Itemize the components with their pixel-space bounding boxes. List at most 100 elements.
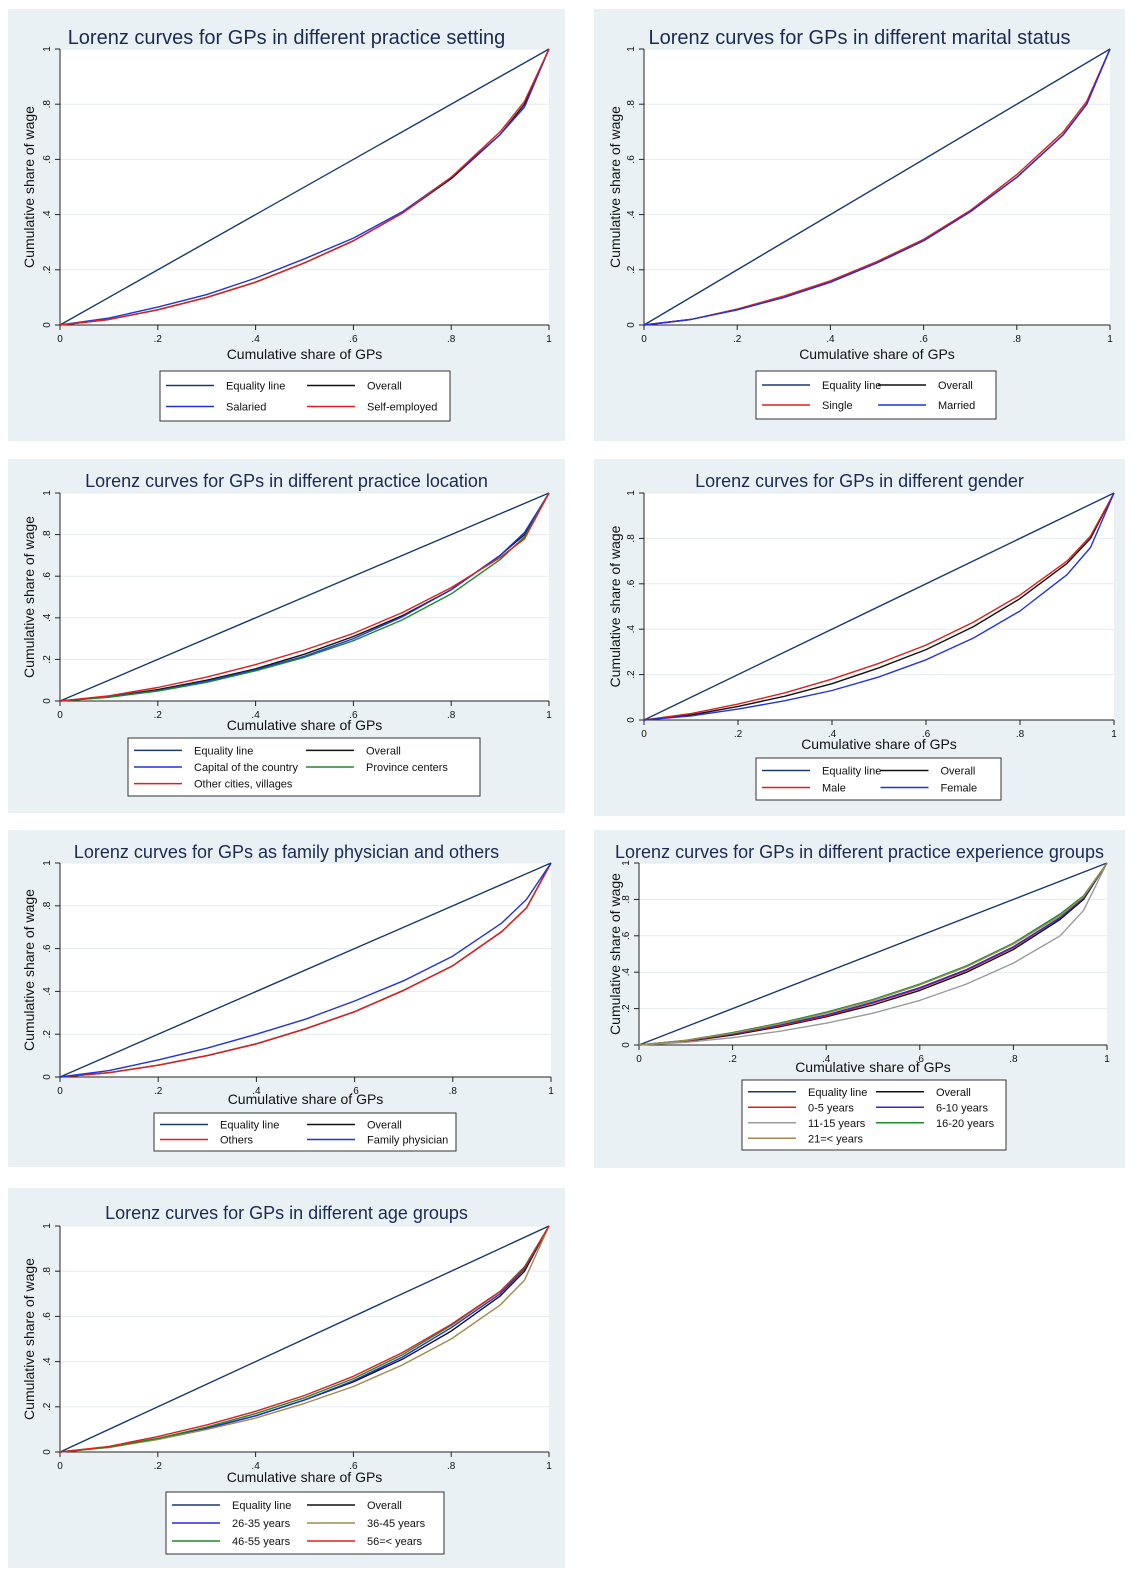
x-tick-label: 1 — [546, 334, 552, 345]
x-tick-label: .8 — [449, 1086, 458, 1097]
lorenz-chart: Lorenz curves for GPs in different age g… — [21, 1203, 552, 1555]
series-line-equality-line — [59, 862, 552, 1078]
legend-label-capital-of-the-country: Capital of the country — [194, 762, 298, 774]
legend-label-salaried: Salaried — [226, 402, 266, 414]
y-tick-label: 1 — [42, 490, 53, 496]
legend-label-equality-line: Equality line — [822, 766, 881, 778]
legend: Equality line Overall Others Family physici… — [153, 1112, 457, 1152]
legend-label-family-physician: Family physician — [367, 1135, 448, 1147]
legend-label-21-years: 21=< years — [808, 1133, 864, 1145]
x-tick-label: .6 — [349, 1461, 358, 1472]
legend-label-male: Male — [822, 783, 846, 795]
x-tick-label: .6 — [916, 1054, 925, 1065]
y-tick-label: .8 — [42, 100, 53, 109]
y-tick-label: .4 — [42, 1357, 53, 1366]
legend-label-0-5-years: 0-5 years — [808, 1102, 854, 1114]
series-line-female — [643, 492, 1115, 721]
series-line-36-45-years — [59, 1225, 550, 1453]
legend-label-11-15-years: 11-15 years — [808, 1118, 866, 1130]
chart-panel-practice-location: Lorenz curves for GPs in different pract… — [8, 459, 565, 813]
legend: Equality line Overall Male Female — [755, 757, 1002, 801]
y-tick-label: 0 — [626, 322, 637, 328]
y-tick-label: .6 — [42, 944, 53, 953]
chart-panel-practice-setting: Lorenz curves for GPs in different pract… — [8, 9, 565, 441]
x-axis-label: Cumulative share of GPs — [795, 1059, 951, 1075]
legend-label-female: Female — [941, 783, 978, 795]
x-axis-label: Cumulative share of GPs — [227, 1469, 383, 1485]
chart-title: Lorenz curves for GPs in different age g… — [105, 1203, 468, 1223]
legend: Equality line Overall Salaried Self-employe… — [159, 370, 451, 422]
y-tick-label: .8 — [621, 895, 632, 904]
legend-label-equality-line: Equality line — [232, 1500, 291, 1512]
x-tick-label: .8 — [447, 1461, 456, 1472]
x-axis-label: Cumulative share of GPs — [228, 1091, 384, 1107]
legend-label-self-employed: Self-employed — [367, 402, 437, 414]
legend-label-married: Married — [938, 400, 975, 412]
legend: Equality line Overall 26-35 years 36-45 yea… — [165, 1491, 445, 1555]
legend-box — [755, 370, 997, 420]
y-axis-label: Cumulative share of wage — [21, 516, 37, 678]
x-tick-label: .4 — [251, 710, 260, 721]
legend-box — [153, 1112, 457, 1152]
y-tick-label: 0 — [42, 1074, 53, 1080]
series-line-overall — [643, 492, 1115, 721]
x-tick-label: .4 — [826, 334, 835, 345]
x-tick-label: .2 — [728, 1054, 737, 1065]
chart-panel-marital-status: Lorenz curves for GPs in different marit… — [594, 9, 1125, 441]
x-tick-label: .2 — [154, 1461, 163, 1472]
series-line-other-cities-villages — [59, 492, 550, 702]
y-tick-label: 1 — [626, 46, 637, 52]
legend-box — [755, 757, 1002, 801]
x-tick-label: .2 — [734, 729, 743, 740]
y-tick-label: .4 — [626, 210, 637, 219]
y-tick-label: .8 — [42, 1267, 53, 1276]
lorenz-chart: Lorenz curves for GPs as family physicia… — [21, 842, 554, 1152]
y-tick-label: .2 — [626, 670, 637, 679]
y-tick-label: .6 — [626, 155, 637, 164]
series-line-equality-line — [59, 1225, 550, 1453]
legend-label-overall: Overall — [936, 1087, 971, 1099]
legend-box — [159, 370, 451, 422]
y-tick-label: .6 — [42, 155, 53, 164]
x-tick-label: .4 — [251, 334, 260, 345]
x-tick-label: .8 — [447, 334, 456, 345]
y-tick-label: .8 — [626, 100, 637, 109]
legend-label-overall: Overall — [367, 1120, 402, 1132]
legend-label-overall: Overall — [938, 380, 973, 392]
x-tick-label: .2 — [154, 334, 163, 345]
y-axis-label: Cumulative share of wage — [21, 1258, 37, 1420]
series-line-family-physician — [59, 862, 552, 1078]
y-tick-label: .8 — [42, 530, 53, 539]
y-tick-label: 0 — [621, 1042, 632, 1048]
chart-panel-experience-groups: Lorenz curves for GPs in different pract… — [594, 830, 1125, 1168]
y-tick-label: .2 — [42, 265, 53, 274]
y-tick-label: .4 — [626, 625, 637, 634]
x-tick-label: 0 — [636, 1054, 642, 1065]
x-tick-label: .4 — [251, 1461, 260, 1472]
lorenz-chart: Lorenz curves for GPs in different gende… — [607, 471, 1117, 801]
legend-label-6-10-years: 6-10 years — [936, 1102, 988, 1114]
chart-title: Lorenz curves for GPs in different gende… — [695, 471, 1024, 491]
legend-label-province-centers: Province centers — [366, 762, 448, 774]
legend-label-other-cities-villages: Other cities, villages — [194, 779, 293, 791]
y-tick-label: .8 — [626, 534, 637, 543]
x-axis-label: Cumulative share of GPs — [227, 346, 383, 362]
y-tick-label: 0 — [626, 717, 637, 723]
y-tick-label: .2 — [42, 655, 53, 664]
legend-label-others: Others — [220, 1135, 254, 1147]
y-tick-label: .6 — [42, 572, 53, 581]
y-tick-label: 1 — [626, 490, 637, 496]
x-tick-label: 1 — [1111, 729, 1117, 740]
y-tick-label: 1 — [42, 46, 53, 52]
x-tick-label: 0 — [57, 710, 63, 721]
series-line-salaried — [59, 48, 550, 326]
legend-label-equality-line: Equality line — [194, 745, 253, 757]
x-tick-label: 0 — [57, 1461, 63, 1472]
x-tick-label: 0 — [641, 334, 647, 345]
x-tick-label: .2 — [154, 710, 163, 721]
lorenz-chart: Lorenz curves for GPs in different pract… — [607, 842, 1110, 1151]
x-axis-label: Cumulative share of GPs — [227, 717, 383, 733]
series-line-married — [643, 48, 1111, 326]
x-tick-label: .2 — [154, 1086, 163, 1097]
legend-box — [127, 737, 481, 797]
